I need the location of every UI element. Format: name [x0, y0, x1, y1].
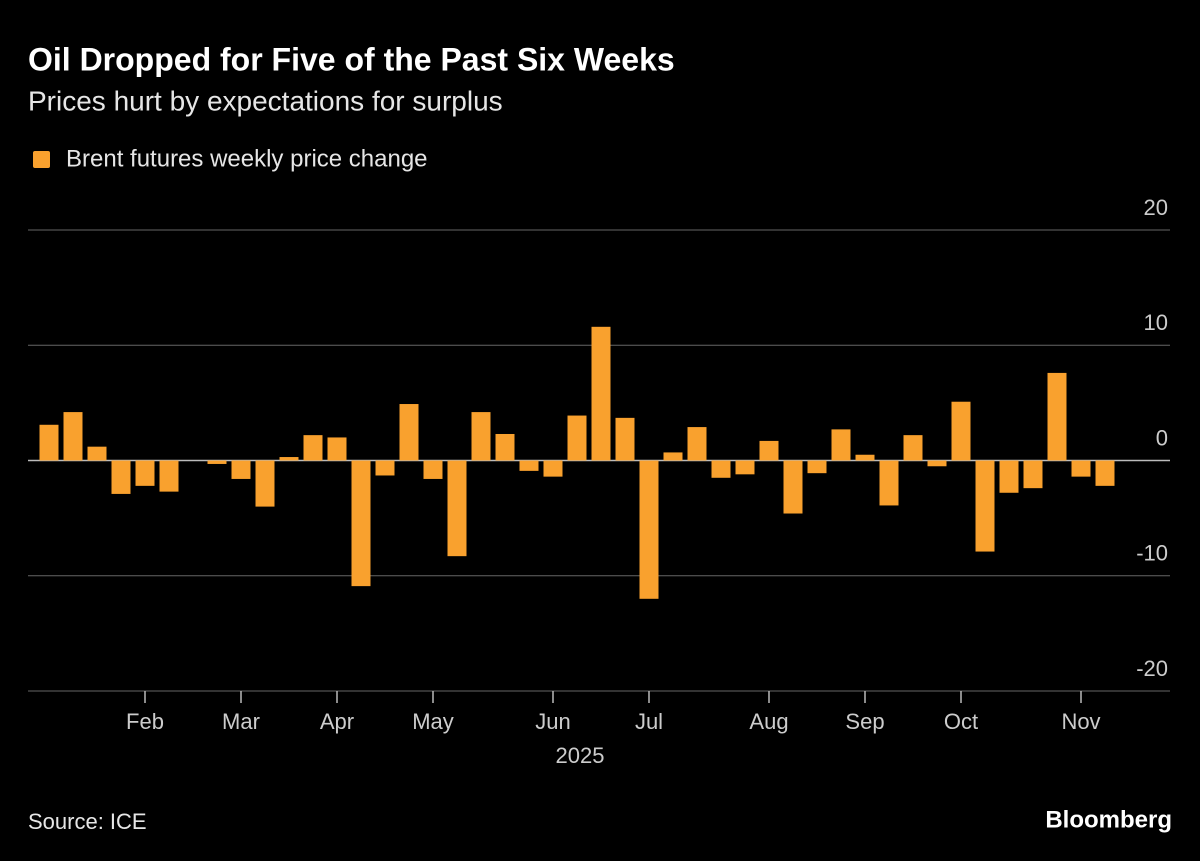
y-tick-label: 20: [1144, 195, 1168, 220]
bar: [567, 415, 587, 461]
bar: [63, 412, 83, 461]
x-tick-label: Nov: [1061, 709, 1100, 734]
bar: [279, 457, 299, 461]
x-tick-label: Aug: [749, 709, 788, 734]
bar: [159, 460, 179, 492]
bar: [711, 460, 731, 478]
legend-label: Brent futures weekly price change: [66, 145, 428, 172]
bar: [687, 427, 707, 461]
bar: [1095, 460, 1115, 486]
bar: [975, 460, 995, 552]
x-tick-label: Feb: [126, 709, 164, 734]
bar: [303, 435, 323, 461]
bar: [759, 440, 779, 461]
bar: [999, 460, 1019, 493]
y-tick-label: -20: [1136, 656, 1168, 681]
bar: [87, 446, 107, 461]
x-tick-label: Apr: [320, 709, 354, 734]
bar: [879, 460, 899, 506]
x-axis-label: 2025: [556, 743, 605, 768]
bar: [663, 452, 683, 461]
bar: [399, 404, 419, 461]
bar: [543, 460, 563, 477]
y-tick-label: 10: [1144, 310, 1168, 335]
bar: [351, 460, 371, 587]
bar: [831, 429, 851, 461]
bar: [927, 460, 947, 467]
x-tick-label: Mar: [222, 709, 260, 734]
legend-swatch: [33, 151, 50, 168]
bar: [375, 460, 395, 476]
bar: [471, 412, 491, 461]
bar: [1047, 372, 1067, 461]
bar: [519, 460, 539, 471]
chart-title: Oil Dropped for Five of the Past Six Wee…: [28, 41, 675, 77]
x-tick-label: Oct: [944, 709, 978, 734]
y-tick-label: -10: [1136, 541, 1168, 566]
y-tick-label: 0: [1156, 425, 1168, 450]
bar: [447, 460, 467, 557]
chart-subtitle: Prices hurt by expectations for surplus: [28, 85, 503, 116]
bar: [327, 437, 347, 461]
x-tick-label: Jul: [635, 709, 663, 734]
bar: [639, 460, 659, 599]
bar: [39, 424, 59, 461]
bar: [255, 460, 275, 507]
bar: [1023, 460, 1043, 489]
bar: [783, 460, 803, 514]
bar: [495, 433, 515, 461]
bar: [855, 454, 875, 461]
bar: [903, 435, 923, 461]
x-tick-label: Jun: [535, 709, 570, 734]
bar: [951, 401, 971, 461]
bar: [111, 460, 131, 494]
bar: [735, 460, 755, 475]
x-tick-label: May: [412, 709, 454, 734]
bar: [615, 417, 635, 461]
bar: [591, 326, 611, 461]
brand: Bloomberg: [1045, 806, 1172, 833]
x-tick-label: Sep: [845, 709, 884, 734]
bar: [807, 460, 827, 474]
bar: [207, 460, 227, 464]
bar: [231, 460, 251, 479]
bar: [135, 460, 155, 486]
bar: [1071, 460, 1091, 477]
bar: [423, 460, 443, 479]
source: Source: ICE: [28, 809, 147, 834]
